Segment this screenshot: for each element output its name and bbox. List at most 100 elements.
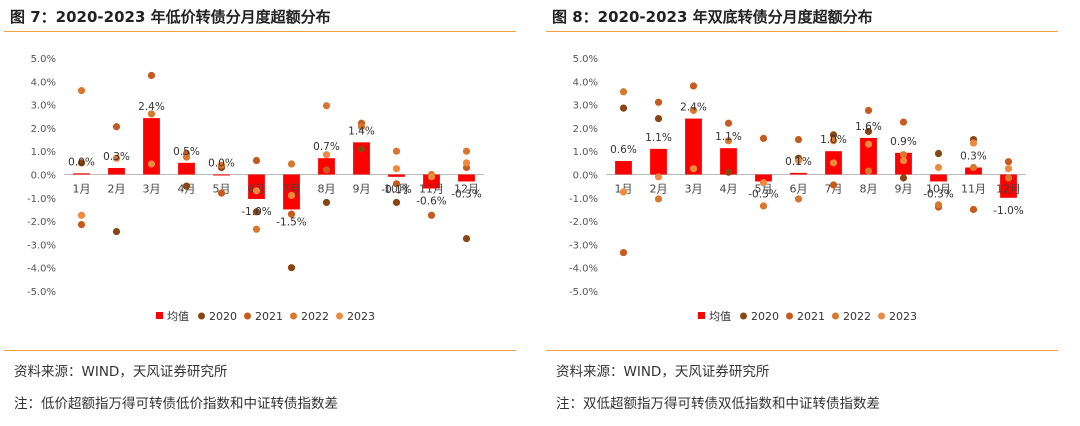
avg-bar	[685, 118, 702, 175]
point-2022	[689, 106, 698, 115]
x-tick-label: 7月	[825, 183, 843, 196]
avg-data-label: 2.4%	[138, 101, 165, 113]
point-2020	[392, 198, 401, 207]
avg-bar	[423, 174, 440, 189]
y-tick-label: 2.0%	[31, 124, 56, 135]
avg-bar	[388, 174, 405, 177]
legend-swatch-2021	[786, 312, 793, 320]
point-2021	[1004, 158, 1013, 166]
point-2023	[864, 140, 873, 148]
legend-label: 2023	[889, 310, 917, 323]
point-2023	[794, 156, 803, 165]
y-tick-label: 5.0%	[31, 54, 56, 65]
y-tick-label: 0.0%	[573, 171, 598, 182]
point-2023	[759, 179, 768, 187]
avg-data-label: 1.1%	[715, 131, 742, 143]
x-tick-label: 5月	[213, 183, 231, 196]
title-divider	[546, 31, 1058, 32]
y-tick-label: 0.0%	[31, 171, 56, 182]
y-tick-label: -4.0%	[27, 264, 56, 275]
y-tick-label: -2.0%	[569, 217, 598, 228]
x-tick-label: 11月	[961, 183, 986, 196]
avg-data-label: 1.4%	[348, 125, 375, 137]
footnote: 注：双低超额指万得可转债双低指数和中证转债指数差	[556, 396, 880, 412]
x-tick-label: 10月	[384, 183, 409, 196]
avg-bar	[790, 172, 807, 175]
x-tick-label: 8月	[860, 183, 878, 196]
y-tick-label: 3.0%	[31, 101, 56, 112]
y-tick-label: 5.0%	[573, 54, 598, 65]
point-2023	[287, 191, 296, 200]
legend-label: 均值	[709, 310, 731, 323]
legend-label: 2022	[843, 310, 871, 323]
y-tick-label: -2.0%	[27, 217, 56, 228]
legend-label: 2022	[301, 310, 329, 323]
point-2021	[112, 123, 121, 131]
avg-data-label: 0.0%	[208, 158, 235, 170]
point-2022	[1004, 174, 1013, 182]
avg-data-label: 0.6%	[610, 144, 637, 156]
point-2021	[654, 98, 663, 106]
avg-data-label: 1.6%	[855, 121, 882, 133]
x-tick-label: 2月	[650, 183, 668, 196]
point-2021	[864, 106, 873, 115]
point-2022	[759, 202, 768, 210]
point-2022	[619, 88, 628, 96]
point-2020	[252, 208, 261, 216]
y-tick-label: 1.0%	[573, 147, 598, 158]
point-2023	[934, 163, 943, 172]
point-2023	[147, 160, 156, 168]
point-2023	[829, 159, 838, 167]
point-2022	[322, 102, 331, 110]
point-2020	[182, 182, 191, 190]
avg-bar	[860, 137, 877, 175]
avg-bar	[73, 173, 90, 175]
point-2023	[392, 165, 401, 173]
point-2020	[619, 104, 628, 112]
y-tick-label: 3.0%	[573, 101, 598, 112]
legend-label: 2021	[797, 310, 825, 323]
x-tick-label: 11月	[419, 183, 444, 196]
point-2023	[252, 187, 261, 195]
x-tick-label: 2月	[108, 183, 126, 196]
avg-data-label: -0.3%	[923, 188, 953, 200]
point-2023	[77, 211, 86, 219]
avg-bar	[930, 174, 947, 182]
source-note: 资料来源：WIND，天风证券研究所	[556, 364, 770, 380]
point-2022	[252, 225, 261, 233]
point-2022	[934, 201, 943, 209]
title-divider	[4, 31, 516, 32]
x-tick-label: 9月	[895, 183, 913, 196]
legend-label: 均值	[167, 310, 189, 323]
point-2023	[969, 139, 978, 147]
point-2021	[794, 135, 803, 144]
point-2021	[969, 205, 978, 214]
avg-bar	[213, 174, 230, 176]
point-2022	[829, 137, 838, 145]
x-tick-label: 12月	[454, 183, 479, 196]
avg-bar	[1000, 174, 1017, 198]
point-2021	[322, 166, 331, 174]
avg-data-label: 0.5%	[173, 146, 200, 158]
point-2020	[934, 149, 943, 158]
y-tick-label: -1.0%	[27, 194, 56, 205]
point-2020	[899, 174, 908, 182]
point-2022	[654, 195, 663, 203]
point-2020	[322, 198, 331, 207]
point-2022	[462, 147, 471, 155]
avg-data-label: -1.5%	[276, 216, 306, 228]
point-2021	[147, 71, 156, 80]
footer-divider	[4, 350, 516, 351]
footnote: 注：低价超额指万得可转债低价指数和中证转债指数差	[14, 396, 338, 412]
point-2020	[654, 114, 663, 123]
y-tick-label: 1.0%	[31, 147, 56, 158]
double-low-excess-chart: 5.0% 4.0% 3.0% 2.0% 1.0% 0.0% -1.0% -2.0% -3.0% -…	[569, 54, 1026, 323]
point-2022	[392, 147, 401, 155]
point-2020	[77, 159, 86, 167]
point-2021	[899, 118, 908, 126]
y-tick-label: -3.0%	[569, 240, 598, 251]
legend-swatch-2020	[740, 312, 747, 320]
avg-data-label: 0.1%	[785, 156, 812, 168]
avg-data-label: 0.0%	[68, 156, 95, 168]
point-2023	[654, 173, 663, 181]
